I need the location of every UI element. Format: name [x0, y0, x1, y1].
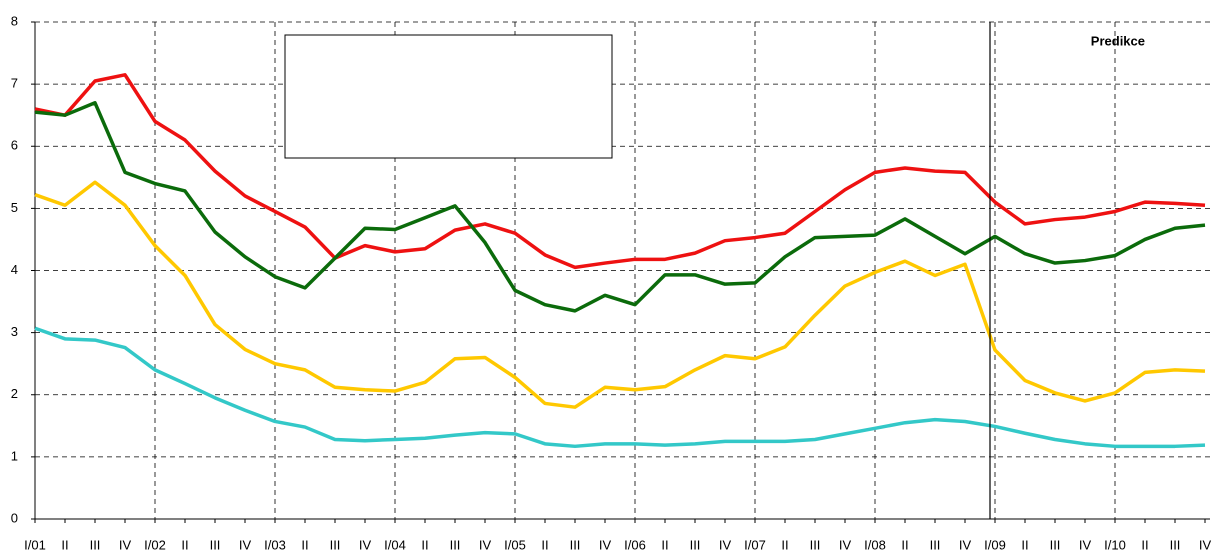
x-tick-label: IV	[359, 537, 372, 552]
x-tick-label: III	[690, 537, 701, 552]
x-tick-label: IV	[1079, 537, 1092, 552]
x-tick-label: I/04	[384, 537, 406, 552]
x-tick-label: III	[930, 537, 941, 552]
x-tick-label: II	[301, 537, 308, 552]
x-tick-label: II	[61, 537, 68, 552]
x-tick-label: II	[661, 537, 668, 552]
y-tick-label: 3	[11, 324, 18, 339]
x-tick-label: II	[781, 537, 788, 552]
y-tick-label: 4	[11, 262, 18, 277]
x-tick-label: III	[330, 537, 341, 552]
y-tick-label: 5	[11, 200, 18, 215]
x-tick-label: II	[421, 537, 428, 552]
x-tick-label: II	[1021, 537, 1028, 552]
x-tick-label: IV	[839, 537, 852, 552]
x-tick-label: II	[901, 537, 908, 552]
x-tick-label: IV	[479, 537, 492, 552]
x-tick-label: II	[181, 537, 188, 552]
series-line	[34, 326, 1206, 449]
x-tick-label: I/09	[984, 537, 1006, 552]
series-line	[34, 180, 1206, 409]
x-tick-label: III	[1050, 537, 1061, 552]
y-tick-label: 1	[11, 448, 18, 463]
x-tick-label: IV	[239, 537, 252, 552]
x-tick-label: IV	[599, 537, 612, 552]
legend-box	[284, 34, 613, 159]
annotation: Predikce	[1091, 33, 1145, 48]
x-tick-label: I/10	[1104, 537, 1126, 552]
x-tick-label: I/02	[144, 537, 166, 552]
x-tick-label: II	[1141, 537, 1148, 552]
x-tick-label: IV	[119, 537, 132, 552]
x-tick-label: I/06	[624, 537, 646, 552]
series-line	[34, 73, 1206, 270]
y-tick-label: 0	[11, 510, 18, 525]
series-line	[34, 101, 1206, 313]
x-tick-label: I/03	[264, 537, 286, 552]
x-tick-label: I/07	[744, 537, 766, 552]
y-tick-label: 7	[11, 76, 18, 91]
x-tick-label: I/01	[24, 537, 46, 552]
y-tick-label: 8	[11, 13, 18, 28]
x-tick-label: I/08	[864, 537, 886, 552]
x-tick-label: II	[541, 537, 548, 552]
x-tick-label: III	[810, 537, 821, 552]
y-tick-label: 2	[11, 386, 18, 401]
x-tick-label: III	[1170, 537, 1181, 552]
x-tick-label: IV	[719, 537, 732, 552]
x-tick-label: IV	[959, 537, 972, 552]
x-tick-label: III	[210, 537, 221, 552]
x-tick-label: III	[90, 537, 101, 552]
x-tick-label: III	[570, 537, 581, 552]
x-tick-label: IV	[1199, 537, 1212, 552]
x-tick-label: III	[450, 537, 461, 552]
y-tick-label: 6	[11, 138, 18, 153]
x-tick-label: I/05	[504, 537, 526, 552]
